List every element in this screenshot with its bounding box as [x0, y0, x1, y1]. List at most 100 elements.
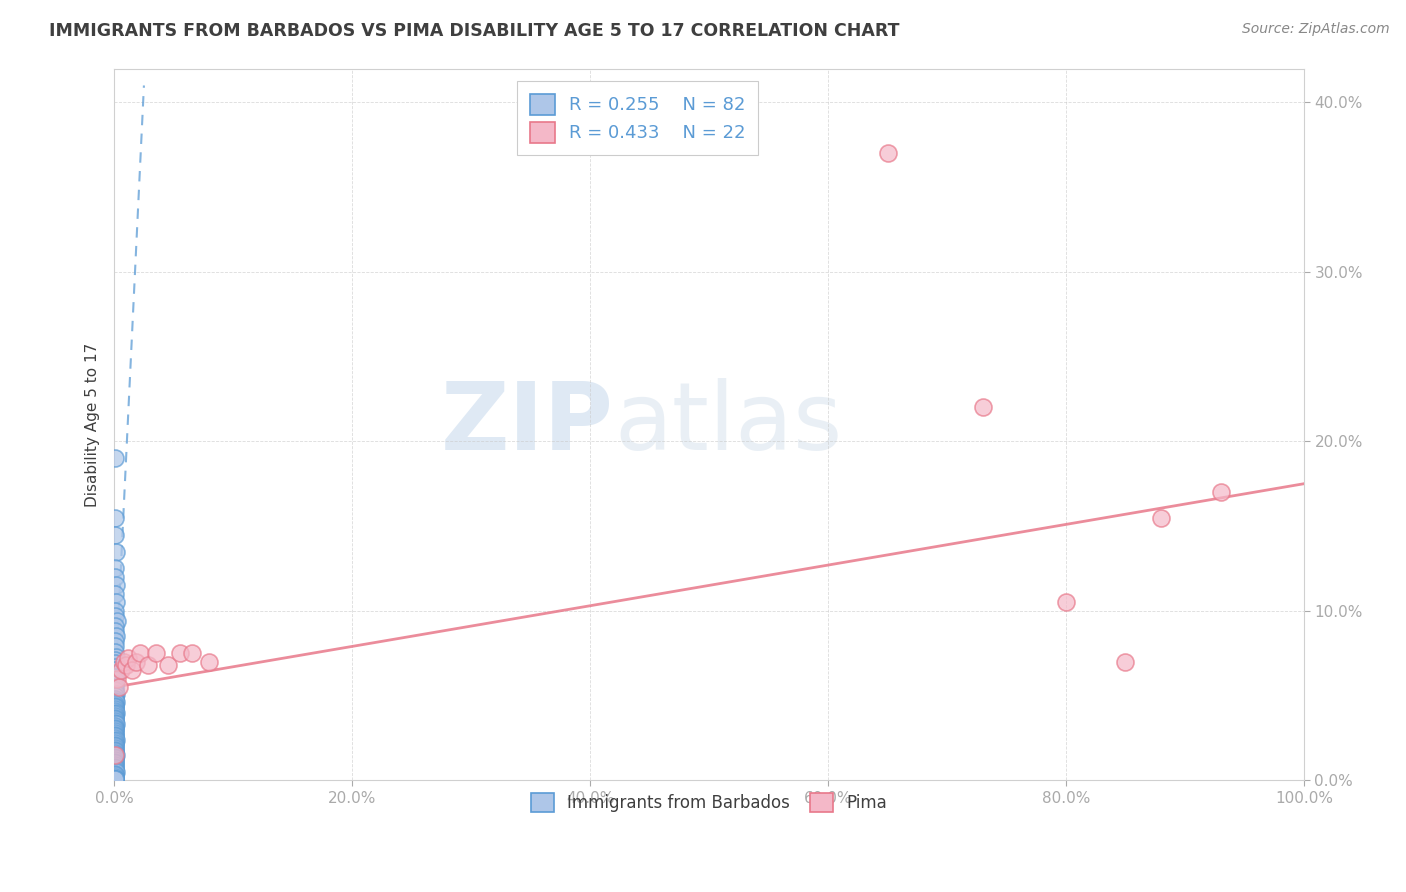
Point	[105, 649, 128, 664]
Point	[104, 727, 127, 741]
Point	[104, 744, 127, 758]
Point	[156, 658, 179, 673]
Point	[104, 629, 127, 643]
Point	[104, 743, 127, 757]
Point	[104, 721, 127, 735]
Point	[103, 698, 125, 713]
Point	[103, 741, 125, 756]
Point	[103, 683, 125, 698]
Point	[104, 749, 127, 764]
Point	[103, 738, 125, 752]
Point	[104, 587, 127, 601]
Point	[104, 578, 127, 592]
Point	[104, 710, 127, 724]
Point	[198, 655, 221, 669]
Point	[104, 761, 127, 775]
Point	[104, 732, 127, 747]
Point	[105, 687, 128, 701]
Point	[104, 763, 127, 777]
Point	[104, 695, 127, 709]
Point	[104, 663, 127, 677]
Point	[104, 676, 127, 690]
Point	[104, 758, 127, 772]
Point	[104, 451, 127, 466]
Point	[104, 608, 127, 623]
Point	[104, 768, 127, 782]
Point	[104, 747, 127, 762]
Point	[105, 672, 128, 686]
Point	[104, 680, 127, 694]
Point	[110, 663, 132, 677]
Legend: Immigrants from Barbados, Pima: Immigrants from Barbados, Pima	[517, 780, 901, 825]
Point	[1150, 510, 1173, 524]
Point	[104, 772, 127, 786]
Y-axis label: Disability Age 5 to 17: Disability Age 5 to 17	[86, 343, 100, 507]
Point	[103, 760, 125, 774]
Point	[104, 689, 127, 703]
Point	[104, 717, 127, 731]
Point	[104, 619, 127, 633]
Point	[117, 651, 139, 665]
Point	[104, 640, 127, 654]
Point	[103, 704, 125, 718]
Point	[1209, 485, 1232, 500]
Point	[104, 764, 127, 779]
Point	[104, 561, 127, 575]
Point	[104, 510, 127, 524]
Point	[104, 624, 127, 639]
Point	[104, 634, 127, 648]
Point	[104, 755, 127, 769]
Point	[121, 663, 143, 677]
Point	[104, 706, 127, 720]
Point	[104, 693, 127, 707]
Point	[1114, 655, 1136, 669]
Point	[104, 666, 127, 681]
Point	[103, 673, 125, 688]
Text: ZIP: ZIP	[441, 378, 614, 470]
Point	[103, 770, 125, 784]
Point	[104, 734, 127, 748]
Point	[104, 747, 127, 762]
Point	[104, 736, 127, 750]
Point	[103, 723, 125, 737]
Point	[104, 700, 127, 714]
Point	[876, 146, 898, 161]
Point	[972, 401, 994, 415]
Point	[103, 751, 125, 765]
Point	[105, 614, 128, 628]
Point	[103, 746, 125, 760]
Point	[103, 692, 125, 706]
Point	[108, 680, 131, 694]
Point	[136, 658, 159, 673]
Point	[103, 715, 125, 730]
Text: IMMIGRANTS FROM BARBADOS VS PIMA DISABILITY AGE 5 TO 17 CORRELATION CHART: IMMIGRANTS FROM BARBADOS VS PIMA DISABIL…	[49, 22, 900, 40]
Point	[103, 772, 125, 786]
Point	[115, 658, 138, 673]
Point	[104, 544, 127, 558]
Point	[104, 644, 127, 658]
Point	[104, 719, 127, 733]
Point	[103, 756, 125, 771]
Point	[112, 655, 135, 669]
Point	[104, 653, 127, 667]
Text: atlas: atlas	[614, 378, 842, 470]
Point	[104, 657, 127, 671]
Point	[105, 595, 128, 609]
Point	[103, 712, 125, 726]
Point	[180, 646, 202, 660]
Point	[169, 646, 191, 660]
Point	[104, 527, 127, 541]
Point	[104, 753, 127, 767]
Point	[104, 772, 127, 786]
Point	[103, 570, 125, 584]
Point	[104, 702, 127, 716]
Point	[104, 729, 127, 743]
Point	[124, 655, 146, 669]
Text: Source: ZipAtlas.com: Source: ZipAtlas.com	[1241, 22, 1389, 37]
Point	[103, 709, 125, 723]
Point	[104, 604, 127, 618]
Point	[103, 766, 125, 780]
Point	[145, 646, 167, 660]
Point	[1054, 595, 1077, 609]
Point	[103, 726, 125, 740]
